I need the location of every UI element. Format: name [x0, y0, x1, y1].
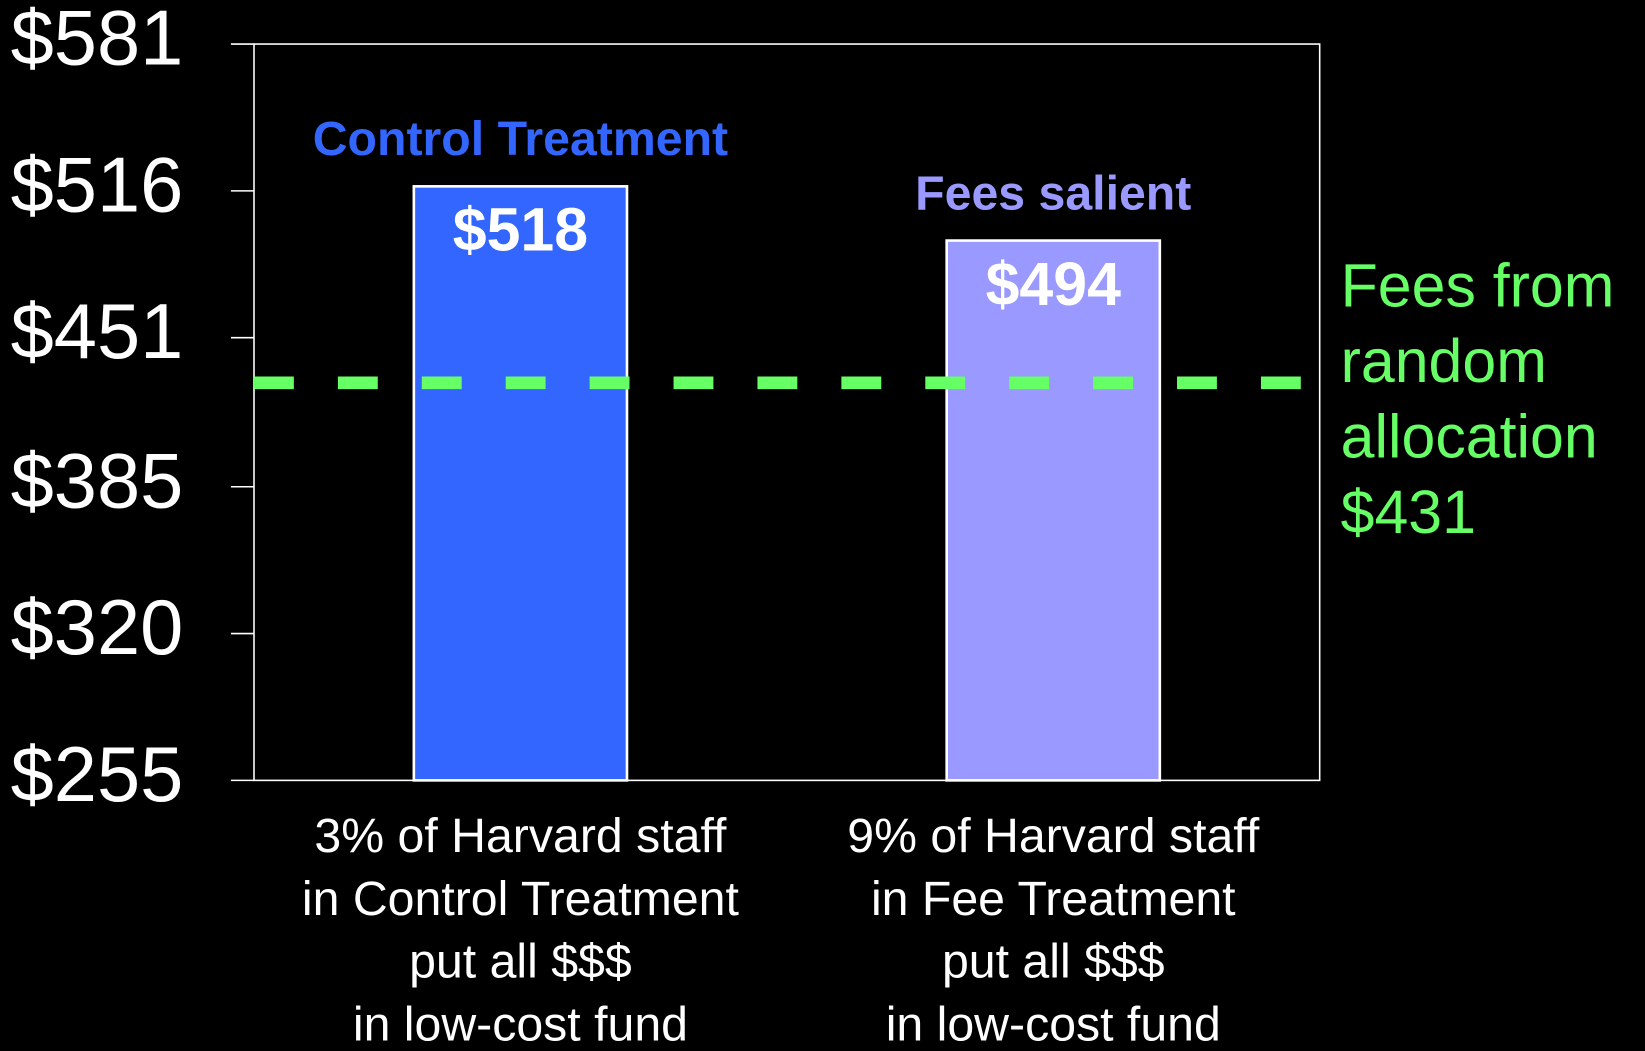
y-tick-label: $581 [11, 0, 184, 82]
y-tick-label: $255 [11, 732, 184, 818]
reference-label: $431 [1341, 478, 1476, 546]
bar-name: Control Treatment [313, 112, 728, 166]
value-label: $518 [453, 196, 588, 264]
x-tick-label: put all $$$ [942, 935, 1165, 989]
x-tick-label: 9% of Harvard staff [847, 809, 1260, 863]
x-tick-label: 3% of Harvard staff [314, 809, 727, 863]
x-tick-label: in Control Treatment [302, 872, 740, 926]
x-tick-label: in Fee Treatment [871, 872, 1236, 926]
bar [412, 185, 629, 782]
bar-name: Fees salient [915, 166, 1191, 220]
plot-frame [253, 43, 1321, 782]
y-tick-label: $451 [11, 289, 184, 375]
y-tick-label: $385 [11, 438, 184, 524]
reference-label: allocation [1341, 403, 1598, 471]
y-tick-label: $516 [11, 142, 184, 228]
x-tick-label: put all $$$ [409, 935, 632, 989]
y-tick-label: $320 [11, 585, 184, 671]
bar [945, 239, 1162, 782]
reference-label: Fees from [1341, 252, 1615, 320]
value-label: $494 [986, 250, 1121, 318]
x-tick-label: in low-cost fund [353, 998, 688, 1051]
x-tick-label: in low-cost fund [886, 998, 1221, 1051]
reference-label: random [1341, 327, 1547, 395]
